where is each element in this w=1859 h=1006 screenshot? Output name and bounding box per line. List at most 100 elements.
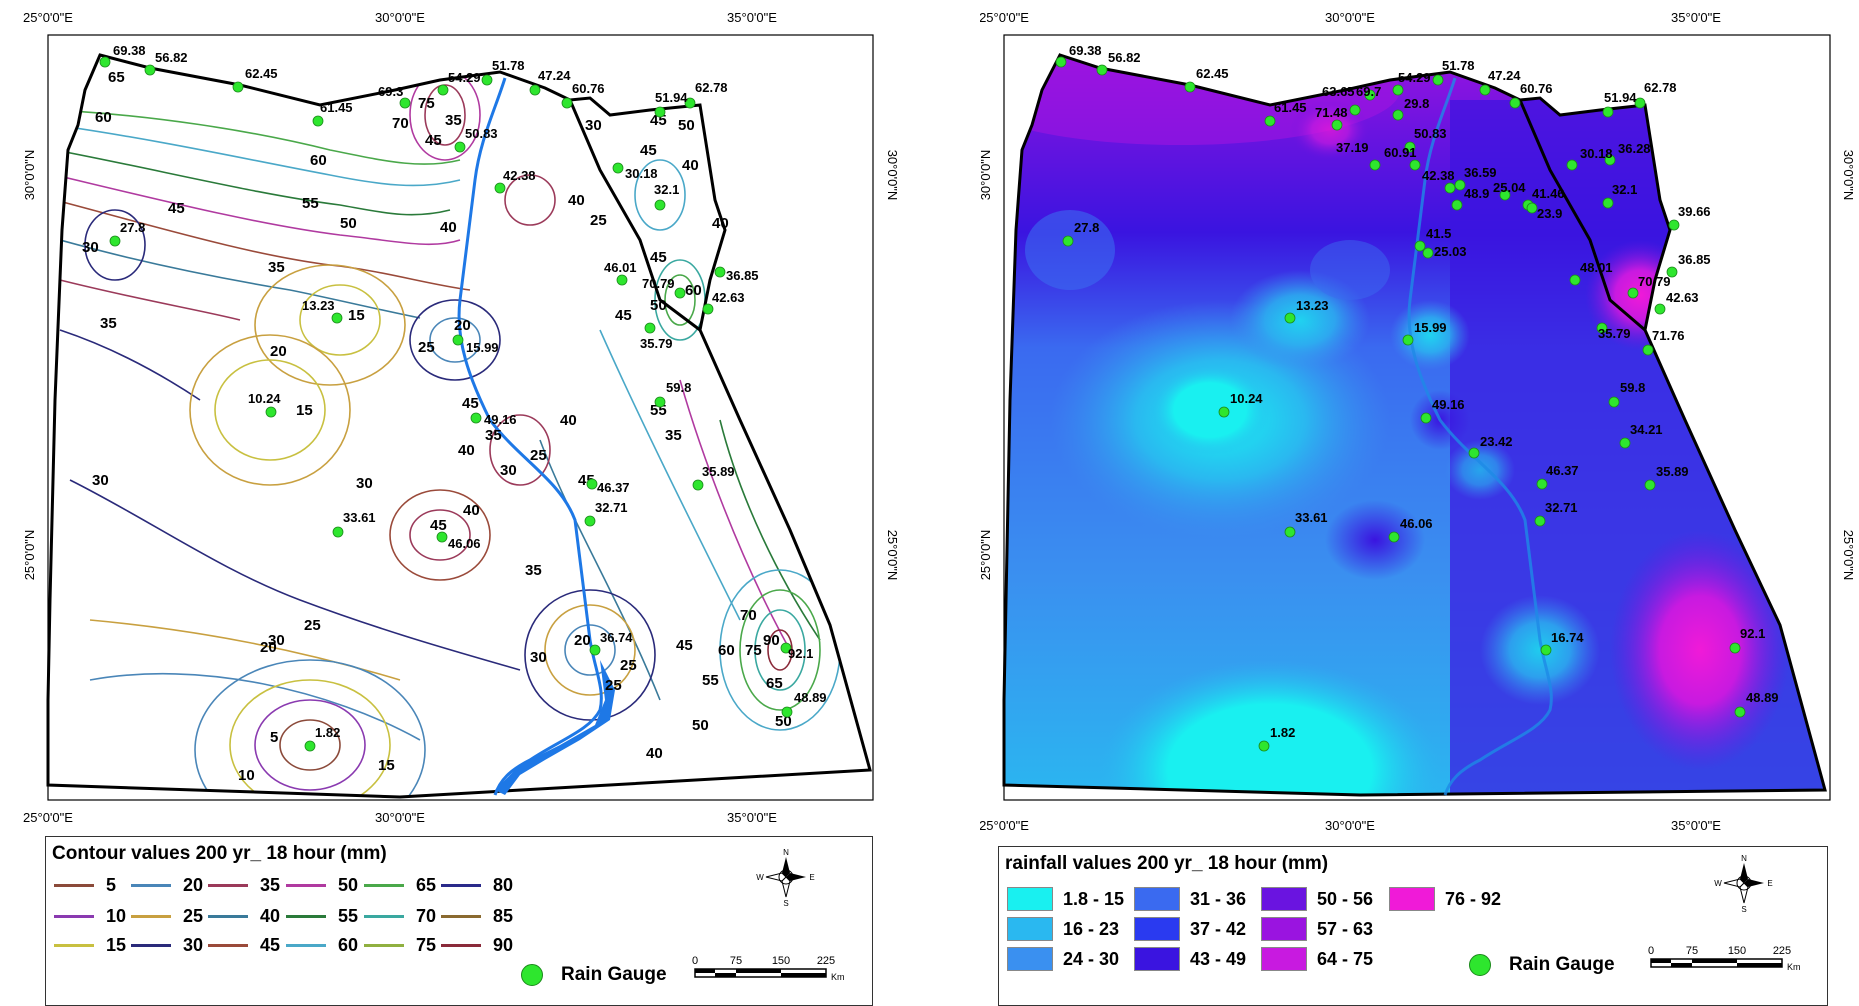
rain-gauge-point	[1509, 97, 1521, 109]
rain-gauge-point	[144, 64, 156, 76]
rainfall-map: 25°0'0"E 30°0'0"E 35°0'0"E 25°0'0"E 30°0…	[980, 10, 1856, 830]
gauge-label: 42.38	[1422, 168, 1455, 183]
contour-label: 50	[650, 297, 667, 314]
contour-label: 45	[168, 200, 185, 217]
legend-swatch	[1134, 917, 1180, 941]
gauge-label: 15.99	[1414, 320, 1447, 335]
legend-item: 1.8 - 15	[1007, 887, 1124, 911]
north-arrow-icon: N S W E	[1714, 854, 1772, 913]
compass-e: E	[809, 873, 814, 882]
gauge-label: 39.66	[1678, 204, 1711, 219]
gauge-label: 69.38	[113, 43, 146, 58]
legend-swatch	[1261, 947, 1307, 971]
legend-label: 24 - 30	[1063, 948, 1120, 969]
contour-label: 50	[692, 717, 709, 734]
rain-gauge-point	[109, 235, 121, 247]
gauge-label: 16.74	[1551, 630, 1584, 645]
rain-gauge-point	[654, 199, 666, 211]
rain-gauge-point	[265, 406, 277, 418]
compass-s: S	[1741, 905, 1746, 913]
legend-item: 20	[131, 875, 203, 896]
contour-label: 70	[392, 115, 409, 132]
gauge-label: 50.83	[465, 126, 498, 141]
bottom-lon-label: 30°0'0"E	[1325, 818, 1375, 830]
gauge-label: 32.71	[595, 500, 628, 515]
contour-label: 45	[615, 307, 632, 324]
gauge-label: 36.74	[600, 630, 633, 645]
gauge-label: 46.37	[597, 480, 630, 495]
gauge-label: 34.21	[1630, 422, 1663, 437]
legend-label: 70	[416, 906, 437, 926]
rain-gauge-point	[529, 84, 541, 96]
contour-label: 45	[640, 142, 657, 159]
gauge-label: 60.76	[572, 81, 605, 96]
contour-label: 20	[260, 639, 277, 656]
legend-label: 64 - 75	[1317, 948, 1374, 969]
gauge-label: 42.63	[1666, 290, 1699, 305]
legend-label: 16 - 23	[1063, 918, 1120, 939]
legend-swatch	[1007, 947, 1053, 971]
rain-gauge-point	[494, 182, 506, 194]
rain-gauge-point	[304, 740, 316, 752]
contour-label: 30	[530, 649, 547, 666]
contour-label: 60	[95, 109, 112, 126]
compass-e: E	[1767, 879, 1772, 888]
contour-label: 75	[745, 642, 762, 659]
gauge-label: 60.76	[1520, 81, 1553, 96]
contour-label: 30	[356, 475, 373, 492]
legend-line-sample	[441, 915, 481, 918]
gauge-label: 63.65	[1322, 84, 1355, 99]
legend-item: 50	[286, 875, 358, 896]
legend-line-sample	[441, 884, 481, 887]
gauge-label: 32.1	[1612, 182, 1637, 197]
gauge-label: 46.06	[448, 536, 481, 551]
rain-gauge-point	[1218, 406, 1230, 418]
contour-label: 35	[268, 259, 285, 276]
gauge-label: 25.03	[1434, 244, 1467, 259]
rain-gauge-point	[561, 97, 573, 109]
left-lat-label: 25°0'0"N	[980, 530, 993, 581]
legend-label: 37 - 42	[1190, 918, 1247, 939]
scale-bar: 0 75 150 225 Km	[692, 955, 845, 982]
rain-gauge-point	[1540, 644, 1552, 656]
legend-item: 85	[441, 906, 513, 927]
legend-label: 40	[260, 906, 281, 926]
rain-gauge-point	[1444, 182, 1456, 194]
contour-label: 30	[585, 117, 602, 134]
gauge-label: 51.78	[1442, 58, 1475, 73]
legend-line-sample	[208, 915, 248, 918]
scale-tick: 150	[1728, 945, 1746, 957]
legend-label: 43 - 49	[1190, 948, 1247, 969]
contour-label: 40	[646, 745, 663, 762]
compass-n: N	[783, 848, 789, 857]
legend-swatch	[1261, 917, 1307, 941]
rain-gauge-point	[436, 531, 448, 543]
gauge-label: 30.18	[625, 166, 658, 181]
legend-label: 1.8 - 15	[1063, 888, 1125, 909]
gauge-label: 48.01	[1580, 260, 1613, 275]
legend-item: 16 - 23	[1007, 917, 1119, 941]
legend-line-sample	[131, 915, 171, 918]
contour-label: 45	[425, 132, 442, 149]
contour-label: 65	[108, 69, 125, 86]
rain-gauge-point	[1666, 266, 1678, 278]
rain-gauge-point	[1499, 189, 1511, 201]
gauge-label: 54.29	[448, 70, 481, 85]
left-lat-label: 25°0'0"N	[22, 530, 37, 581]
gauge-label: 92.1	[1740, 626, 1765, 641]
rain-gauge-point	[1404, 141, 1416, 153]
right-lat-label: 30°0'0"N	[1841, 150, 1856, 201]
rain-gauge-point	[612, 162, 624, 174]
rain-gauge-point	[470, 412, 482, 424]
rain-gauge-point	[654, 106, 666, 118]
legend-title: rainfall values 200 yr_ 18 hour (mm)	[1005, 853, 1329, 874]
rain-gauge-point	[1604, 154, 1616, 166]
legend-label: 10	[106, 906, 127, 926]
rain-gauge-point	[1409, 159, 1421, 171]
gauge-label: 51.94	[1604, 90, 1637, 105]
legend-swatch	[1134, 887, 1180, 911]
gauge-label: 56.82	[1108, 50, 1141, 65]
scale-tick: 0	[692, 955, 698, 967]
contour-label: 15	[296, 402, 313, 419]
gauge-label: 33.61	[343, 510, 376, 525]
